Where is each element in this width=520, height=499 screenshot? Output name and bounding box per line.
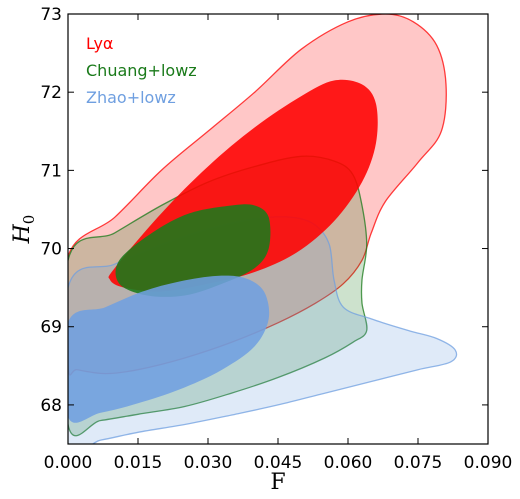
x-tick-label: 0.000 (44, 453, 93, 473)
y-axis-label-main: H (10, 223, 35, 244)
x-tick-label: 0.045 (254, 453, 303, 473)
legend-entry-zhao-lowz: Zhao+lowz (86, 88, 176, 107)
y-axis: 68 69 70 71 72 73 (40, 5, 488, 416)
legend: Lyα Chuang+lowz Zhao+lowz (86, 34, 197, 107)
y-tick-label: 73 (40, 5, 62, 25)
legend-entry-chuang-lowz: Chuang+lowz (86, 61, 197, 80)
contour-layer (68, 14, 458, 444)
x-axis-label: F (270, 470, 285, 495)
x-tick-label: 0.090 (464, 453, 513, 473)
x-tick-label: 0.075 (394, 453, 443, 473)
y-axis-label-subscript: 0 (20, 215, 38, 225)
x-tick-label: 0.060 (324, 453, 373, 473)
svg-text:H0: H0 (10, 215, 38, 245)
y-tick-label: 72 (40, 83, 62, 103)
x-tick-label: 0.030 (184, 453, 233, 473)
y-tick-label: 69 (40, 318, 62, 338)
y-axis-label: H0 (10, 215, 38, 245)
x-axis: 0.000 0.015 0.030 0.045 0.060 0.075 0.090 (44, 14, 513, 473)
y-tick-label: 71 (40, 161, 62, 181)
contour-inner-zhao-lowz (68, 275, 270, 423)
y-tick-label: 70 (40, 240, 62, 260)
legend-entry-ly: Lyα (86, 34, 113, 53)
x-tick-label: 0.015 (114, 453, 163, 473)
y-tick-label: 68 (40, 396, 62, 416)
contour-inner-chuang-lowz (115, 204, 271, 297)
